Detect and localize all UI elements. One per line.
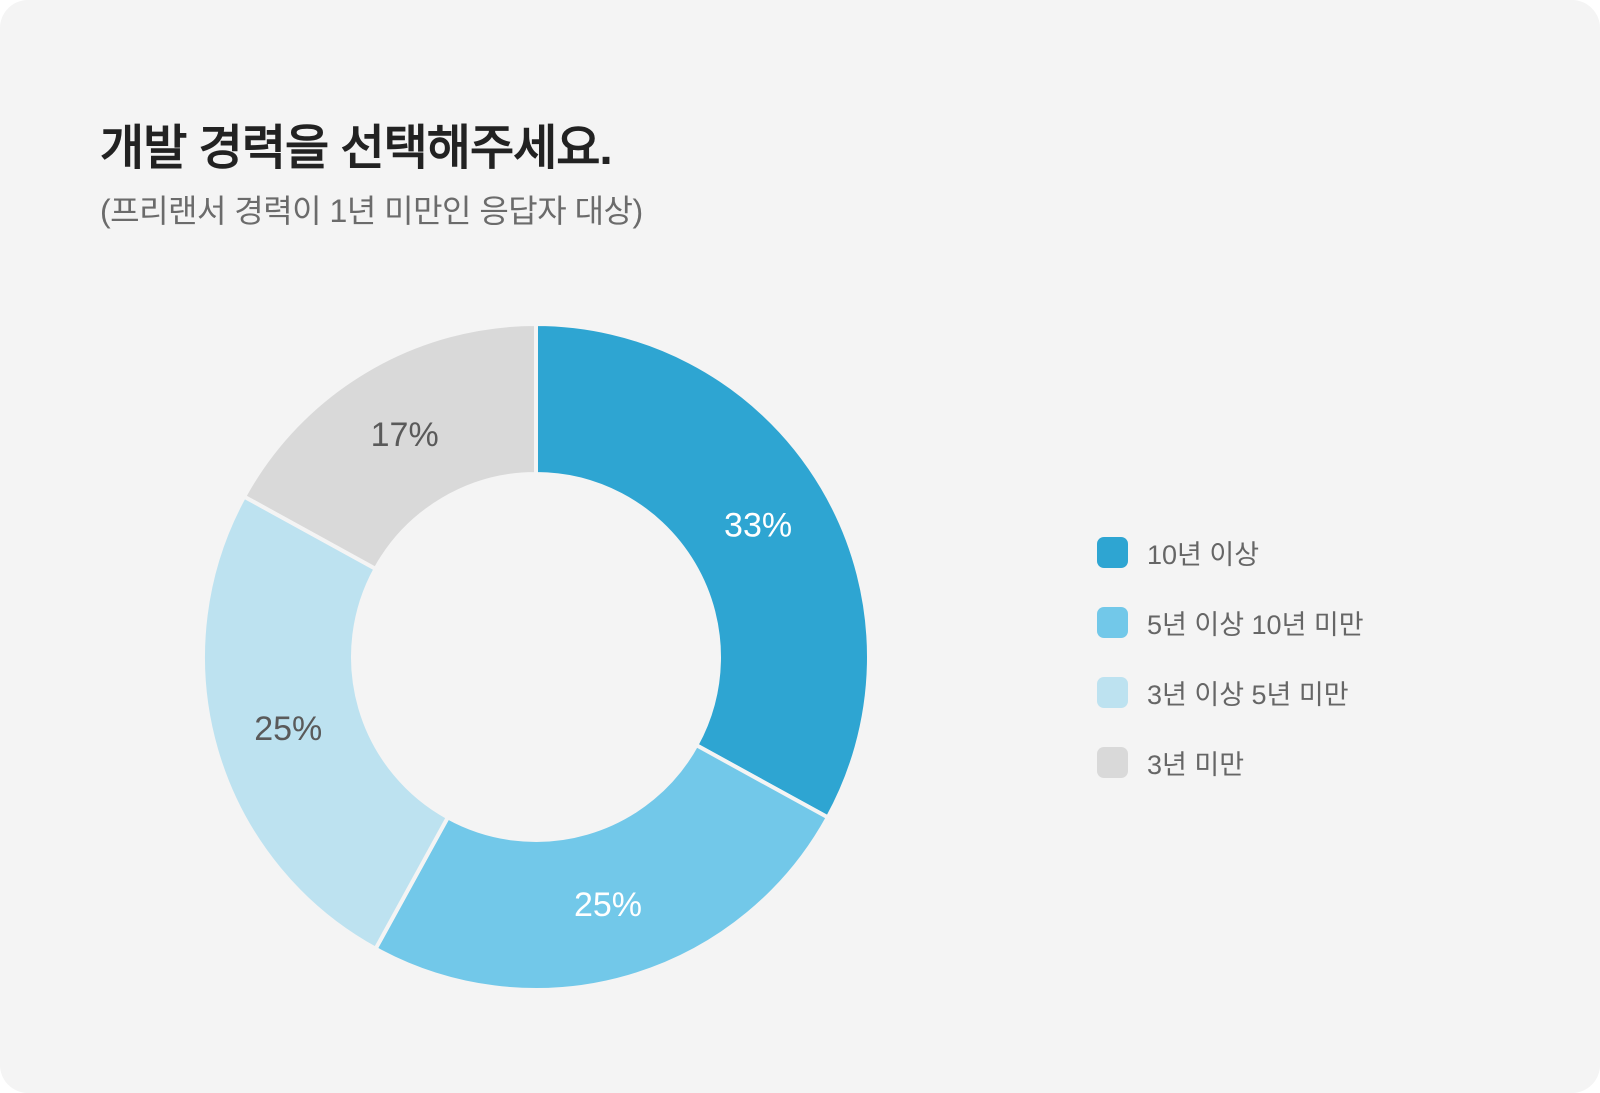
legend-label: 3년 미만 xyxy=(1147,749,1245,780)
donut-slice xyxy=(201,493,451,952)
slice-percent-label: 33% xyxy=(724,507,792,545)
legend-item: 10년 이상 xyxy=(1097,536,1364,570)
slice-percent-label: 25% xyxy=(254,710,322,748)
chart-title: 개발 경력을 선택해주세요. xyxy=(100,122,613,175)
legend-label: 5년 이상 10년 미만 xyxy=(1147,609,1364,640)
slice-percent-label: 25% xyxy=(574,886,642,924)
legend-item: 3년 미만 xyxy=(1097,746,1364,780)
legend-label: 10년 이상 xyxy=(1147,539,1260,570)
legend-swatch xyxy=(1097,536,1128,568)
legend-swatch xyxy=(1097,676,1128,708)
legend-label: 3년 이상 5년 미만 xyxy=(1147,679,1349,710)
legend-item: 3년 이상 5년 미만 xyxy=(1097,676,1364,710)
chart-legend: 10년 이상 5년 이상 10년 미만 3년 이상 5년 미만 3년 미만 xyxy=(1097,536,1364,816)
donut-slice xyxy=(534,321,871,821)
chart-subtitle: (프리랜서 경력이 1년 미만인 응답자 대상) xyxy=(100,193,643,229)
legend-swatch xyxy=(1097,746,1128,778)
legend-item: 5년 이상 10년 미만 xyxy=(1097,606,1364,640)
legend-swatch xyxy=(1097,606,1128,638)
donut-slice xyxy=(372,742,831,992)
donut-slice xyxy=(241,321,538,572)
slice-percent-label: 17% xyxy=(371,416,439,454)
